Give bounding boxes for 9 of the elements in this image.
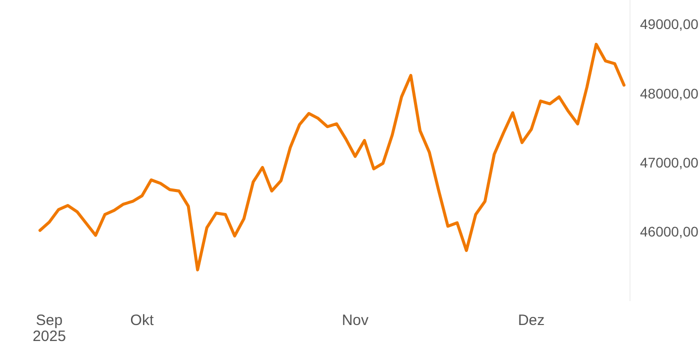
- y-tick-label: 46000,00: [640, 224, 699, 240]
- x-tick-label: Okt: [130, 312, 154, 329]
- x-tick-label: Sep 2025: [32, 312, 66, 345]
- y-tick-label: 49000,00: [640, 16, 699, 32]
- x-tick-label: Dez: [518, 312, 545, 329]
- y-tick-label: 48000,00: [640, 85, 699, 102]
- line-series: [38, 42, 626, 272]
- y-tick-label: 47000,00: [640, 154, 699, 171]
- x-tick-label: Nov: [342, 312, 370, 329]
